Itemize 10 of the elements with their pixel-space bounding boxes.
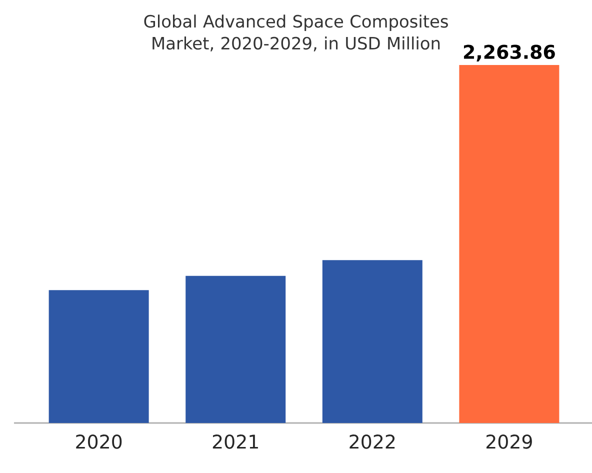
bar <box>322 260 422 423</box>
bar <box>459 64 560 423</box>
x-tick-label: 2021 <box>212 434 258 449</box>
x-tick-label: 2029 <box>486 434 532 449</box>
x-tick-label: 2020 <box>76 434 122 449</box>
data-label: 2,263.86 <box>464 44 555 62</box>
chart-title: Global Advanced Space Composites Market, 2020-2029, in USD Million <box>144 14 448 52</box>
bar <box>186 276 286 423</box>
bar <box>48 290 149 423</box>
x-tick-label: 2022 <box>350 434 395 449</box>
